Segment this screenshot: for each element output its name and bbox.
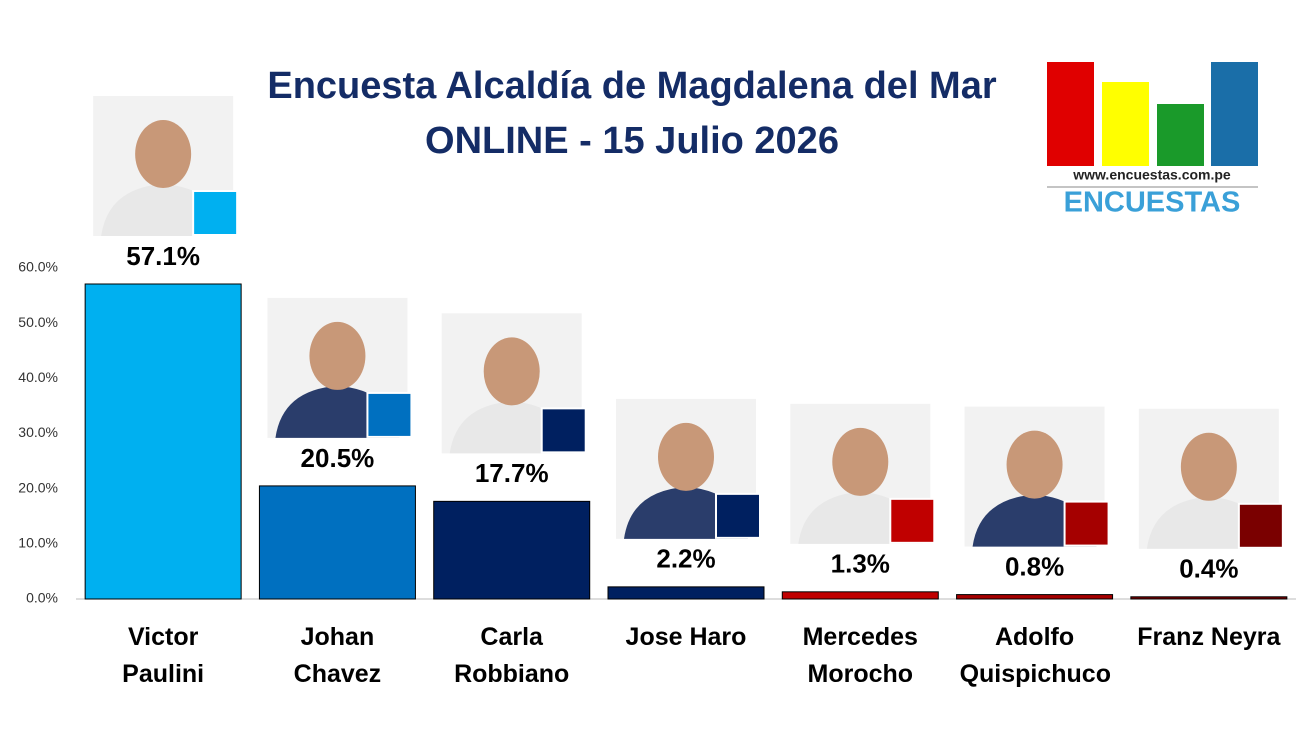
party-badge [540,407,587,454]
x-tick-label: Franz Neyra [1137,623,1281,651]
logo-bar [1157,104,1204,166]
bar [84,283,242,600]
y-tick-label: 20.0% [18,479,58,495]
value-label: 57.1% [126,241,200,271]
bar [1130,596,1288,600]
photo-head [483,337,540,406]
party-badge [715,492,761,539]
logo-bar [1047,62,1094,166]
x-tick-label: Johan Chavez [293,623,382,688]
bar [433,500,591,600]
bar [956,594,1114,600]
bar [781,591,939,600]
chart-title: Encuesta Alcaldía de Magdalena del Mar [267,65,996,107]
party-badge [1063,500,1110,547]
value-label: 0.4% [1179,554,1238,584]
photo-head [1180,432,1237,501]
logo-bar [1102,82,1149,166]
photo-head [135,119,192,188]
bar [258,485,416,600]
value-label: 0.8% [1005,551,1064,581]
y-tick-label: 30.0% [18,424,58,440]
photo-head [1006,430,1063,499]
logo-name: ENCUESTAS [1064,187,1241,219]
x-tick-label: Adolfo Quispichuco [959,623,1111,688]
y-tick-label: 50.0% [18,314,58,330]
x-tick-label: Victor Paulini [122,623,205,688]
value-label: 1.3% [831,549,890,579]
x-tick-label: Carla Robbiano [454,623,570,688]
logo: www.encuestas.com.pe ENCUESTAS [1047,62,1258,219]
photo-head [658,422,714,491]
x-tick-label: Jose Haro [625,623,747,651]
y-tick-label: 60.0% [18,259,58,275]
chart-subtitle: ONLINE - 15 Julio 2026 [425,120,839,162]
party-badge [192,189,239,236]
y-tick-label: 40.0% [18,369,58,385]
value-label: 17.7% [475,458,549,488]
y-tick-label: 0.0% [26,590,58,606]
x-tick-label: Mercedes Morocho [802,623,918,688]
logo-url: www.encuestas.com.pe [1072,167,1231,183]
value-label: 2.2% [656,544,715,574]
logo-bar [1211,62,1258,166]
party-badge [1237,502,1284,549]
photo-head [309,321,366,390]
bar [607,586,765,600]
party-badge [889,497,936,544]
photo-head [832,427,889,496]
y-tick-label: 10.0% [18,535,58,551]
value-label: 20.5% [301,443,375,473]
party-badge [366,391,413,438]
